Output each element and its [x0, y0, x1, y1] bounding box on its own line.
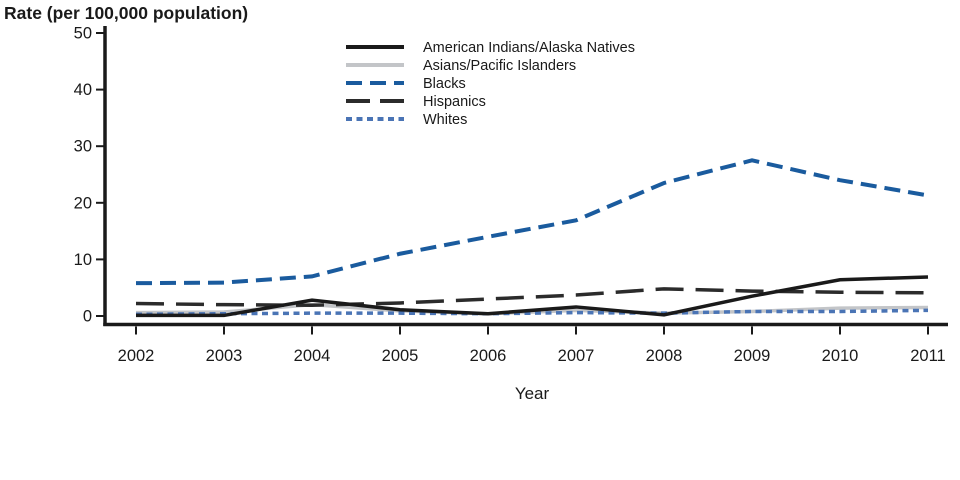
- x-tick-label: 2006: [470, 347, 507, 365]
- y-tick-label: 10: [74, 251, 92, 269]
- series-line-blacks: [135, 158, 929, 286]
- y-tick-label: 50: [74, 25, 92, 43]
- axes: 0 10 20 30 40 50 2002 2003 2004 2005 2006 2007 2008 2…: [74, 25, 948, 365]
- x-tick-label: 2010: [822, 347, 859, 365]
- legend: American Indians/Alaska Natives Asians/Pa…: [346, 40, 635, 128]
- y-tick-label: 20: [74, 194, 92, 212]
- y-tick-label: 30: [74, 138, 92, 156]
- x-axis-title: Year: [515, 384, 550, 403]
- y-tick-label: 0: [83, 308, 92, 326]
- legend-label: American Indians/Alaska Natives: [423, 40, 635, 56]
- x-tick-label: 2011: [910, 347, 945, 365]
- legend-label: Blacks: [423, 76, 466, 92]
- x-tick-label: 2009: [734, 347, 771, 365]
- legend-label: Asians/Pacific Islanders: [423, 58, 576, 74]
- x-tick-label: 2005: [382, 347, 419, 365]
- x-tick-label: 2004: [294, 347, 331, 365]
- x-tick-label: 2003: [206, 347, 243, 365]
- x-tick-label: 2002: [118, 347, 155, 365]
- chart-title: Rate (per 100,000 population): [4, 3, 248, 23]
- legend-label: Hispanics: [423, 94, 486, 110]
- y-tick-label: 40: [74, 81, 92, 99]
- x-tick-label: 2008: [646, 347, 683, 365]
- x-tick-label: 2007: [558, 347, 595, 365]
- series-line-american-indians-alaska-natives: [136, 275, 929, 318]
- data-series: [135, 158, 929, 318]
- legend-label: Whites: [423, 112, 467, 128]
- series-line-hispanics: [135, 287, 929, 307]
